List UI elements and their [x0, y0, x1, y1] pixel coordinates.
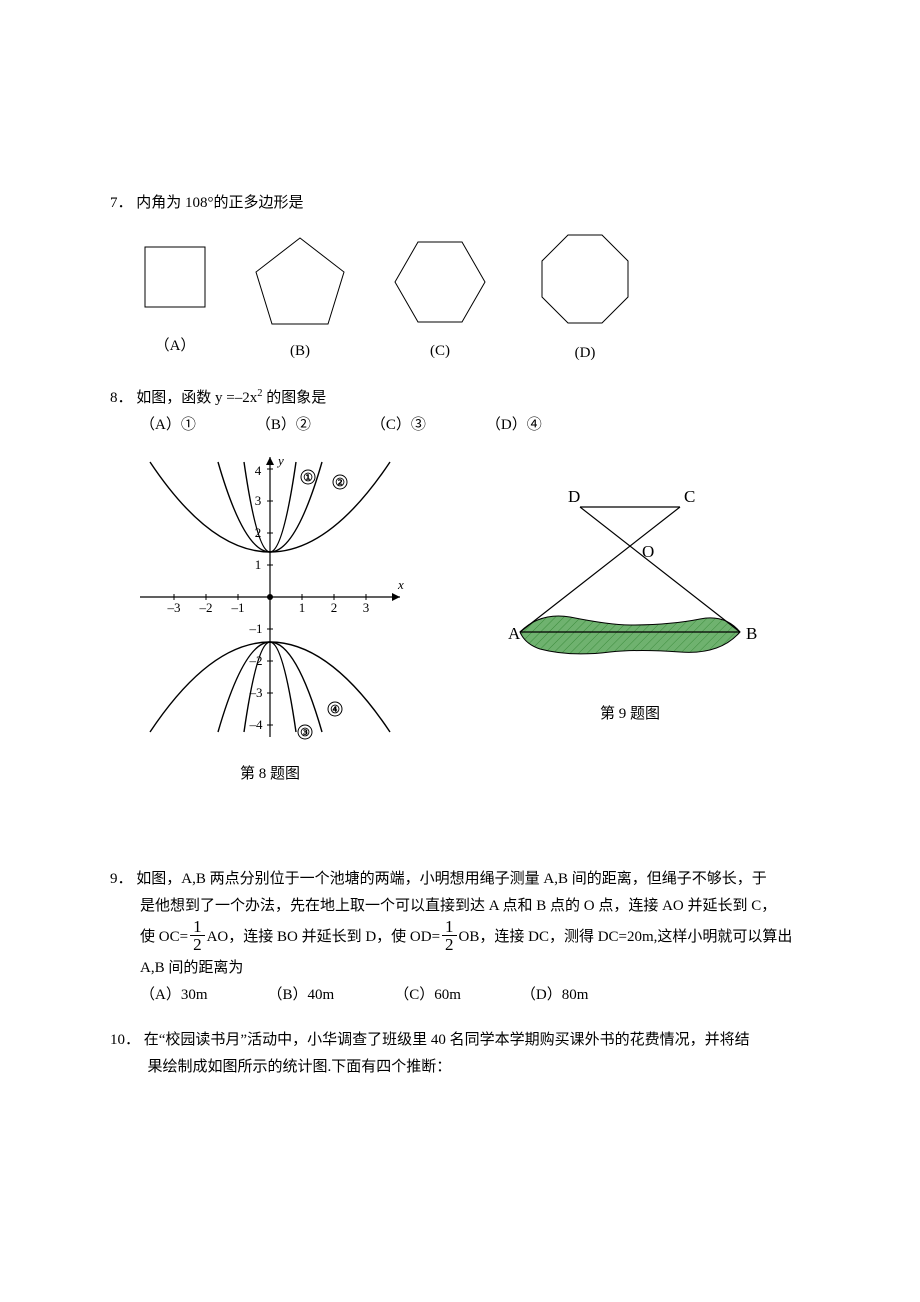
- q7-label-b: (B): [290, 343, 310, 359]
- frac-n: 1: [442, 918, 457, 936]
- frac-d: 2: [442, 936, 457, 953]
- q9-opt-b: （B）40m: [268, 982, 335, 1009]
- octagon-icon: [530, 229, 640, 334]
- q8-coef: –2x: [235, 390, 258, 406]
- pt-d: D: [568, 487, 580, 506]
- q8-pre: 如图，函数 y =: [136, 390, 234, 406]
- q8-figure: x y –3 –2 –1 1 2 3: [130, 447, 410, 788]
- q8-caption: 第 8 题图: [130, 761, 410, 788]
- xtick: 3: [363, 600, 370, 615]
- q9-line3: 使 OC=12AO，连接 BO 并延长到 D，使 OD=12OB，连接 DC，测…: [110, 920, 810, 955]
- q9-l3a: 使 OC=: [140, 929, 188, 945]
- q7-opt-d: (D): [530, 229, 640, 367]
- xtick: –2: [199, 600, 213, 615]
- question-7: 7． 内角为 108°的正多边形是 （A） (B) (C): [110, 190, 810, 367]
- q7-number: 7．: [110, 195, 133, 211]
- y-axis-label: y: [276, 453, 284, 468]
- q9-line4: A,B 间的距离为: [110, 955, 810, 982]
- hexagon-icon: [390, 232, 490, 332]
- q10-number: 10．: [110, 1032, 140, 1048]
- q9-figure: A B D C O 第 9 题图: [500, 477, 760, 728]
- q10-line1: 在“校园读书月”活动中，小华调查了班级里 40 名同学本学期购买课外书的花费情况…: [144, 1032, 750, 1048]
- pentagon-icon: [250, 232, 350, 332]
- q8-opt-a: （A）①: [140, 412, 196, 439]
- q8-options: （A）① （B）② （C）③ （D）④: [110, 412, 810, 439]
- pt-b: B: [746, 624, 757, 643]
- q7-options-row: （A） (B) (C) (D): [110, 229, 810, 367]
- q7-text: 内角为 108°的正多边形是: [136, 195, 303, 211]
- q8-number: 8．: [110, 390, 133, 406]
- parabola-graph: x y –3 –2 –1 1 2 3: [130, 447, 410, 747]
- q7-label-a: （A）: [155, 338, 196, 354]
- q9-options: （A）30m （B）40m （C）60m （D）80m: [110, 982, 810, 1009]
- square-icon: [140, 237, 210, 327]
- xtick: –1: [231, 600, 245, 615]
- q8-opt-b: （B）②: [256, 412, 311, 439]
- q10-line2: 果绘制成如图所示的统计图.下面有四个推断：: [110, 1054, 810, 1081]
- q9-l3c: OB，连接 DC，测得 DC=20m,这样小明就可以算出: [459, 929, 793, 945]
- question-9: 9． 如图，A,B 两点分别位于一个池塘的两端，小明想用绳子测量 A,B 间的距…: [110, 866, 810, 1009]
- curve-label: ①: [303, 472, 313, 484]
- question-10: 10． 在“校园读书月”活动中，小华调查了班级里 40 名同学本学期购买课外书的…: [110, 1027, 810, 1081]
- q9-opt-c: （C）60m: [394, 982, 461, 1009]
- ytick: –1: [249, 621, 263, 636]
- q9-line2: 是他想到了一个办法，先在地上取一个可以直接到达 A 点和 B 点的 O 点，连接…: [110, 893, 810, 920]
- q7-opt-b: (B): [250, 232, 350, 365]
- x-axis-label: x: [397, 577, 404, 592]
- ytick: 4: [255, 463, 262, 478]
- frac-d: 2: [190, 936, 205, 953]
- ytick: –4: [249, 717, 264, 732]
- xtick: –3: [167, 600, 181, 615]
- q8-post: 的图象是: [262, 390, 326, 406]
- question-8: 8． 如图，函数 y =–2x2 的图象是 （A）① （B）② （C）③ （D）…: [110, 385, 810, 788]
- q9-opt-d: （D）80m: [521, 982, 589, 1009]
- pt-o: O: [642, 542, 654, 561]
- q9-line1: 如图，A,B 两点分别位于一个池塘的两端，小明想用绳子测量 A,B 间的距离，但…: [136, 871, 766, 887]
- pt-c: C: [684, 487, 695, 506]
- q7-label-c: (C): [430, 343, 450, 359]
- q8-q9-figures: x y –3 –2 –1 1 2 3: [110, 447, 810, 788]
- frac-n: 1: [190, 918, 205, 936]
- q9-opt-a: （A）30m: [140, 982, 208, 1009]
- q7-opt-a: （A）: [140, 237, 210, 360]
- q7-opt-c: (C): [390, 232, 490, 365]
- curve-label: ④: [330, 704, 340, 716]
- xtick: 2: [331, 600, 338, 615]
- curve-label: ②: [335, 477, 345, 489]
- q8-opt-d: （D）④: [486, 412, 542, 439]
- q7-label-d: (D): [575, 345, 596, 361]
- q8-opt-c: （C）③: [371, 412, 426, 439]
- ytick: 3: [255, 493, 262, 508]
- pt-a: A: [508, 624, 521, 643]
- q9-l3b: AO，连接 BO 并延长到 D，使 OD=: [207, 929, 440, 945]
- q8-text: 如图，函数 y =–2x2 的图象是: [136, 390, 326, 406]
- xtick: 1: [299, 600, 306, 615]
- ytick: 1: [255, 557, 262, 572]
- q9-caption: 第 9 题图: [500, 701, 760, 728]
- curve-label: ③: [300, 727, 310, 739]
- q9-number: 9．: [110, 871, 133, 887]
- pond-diagram: A B D C O: [500, 477, 760, 687]
